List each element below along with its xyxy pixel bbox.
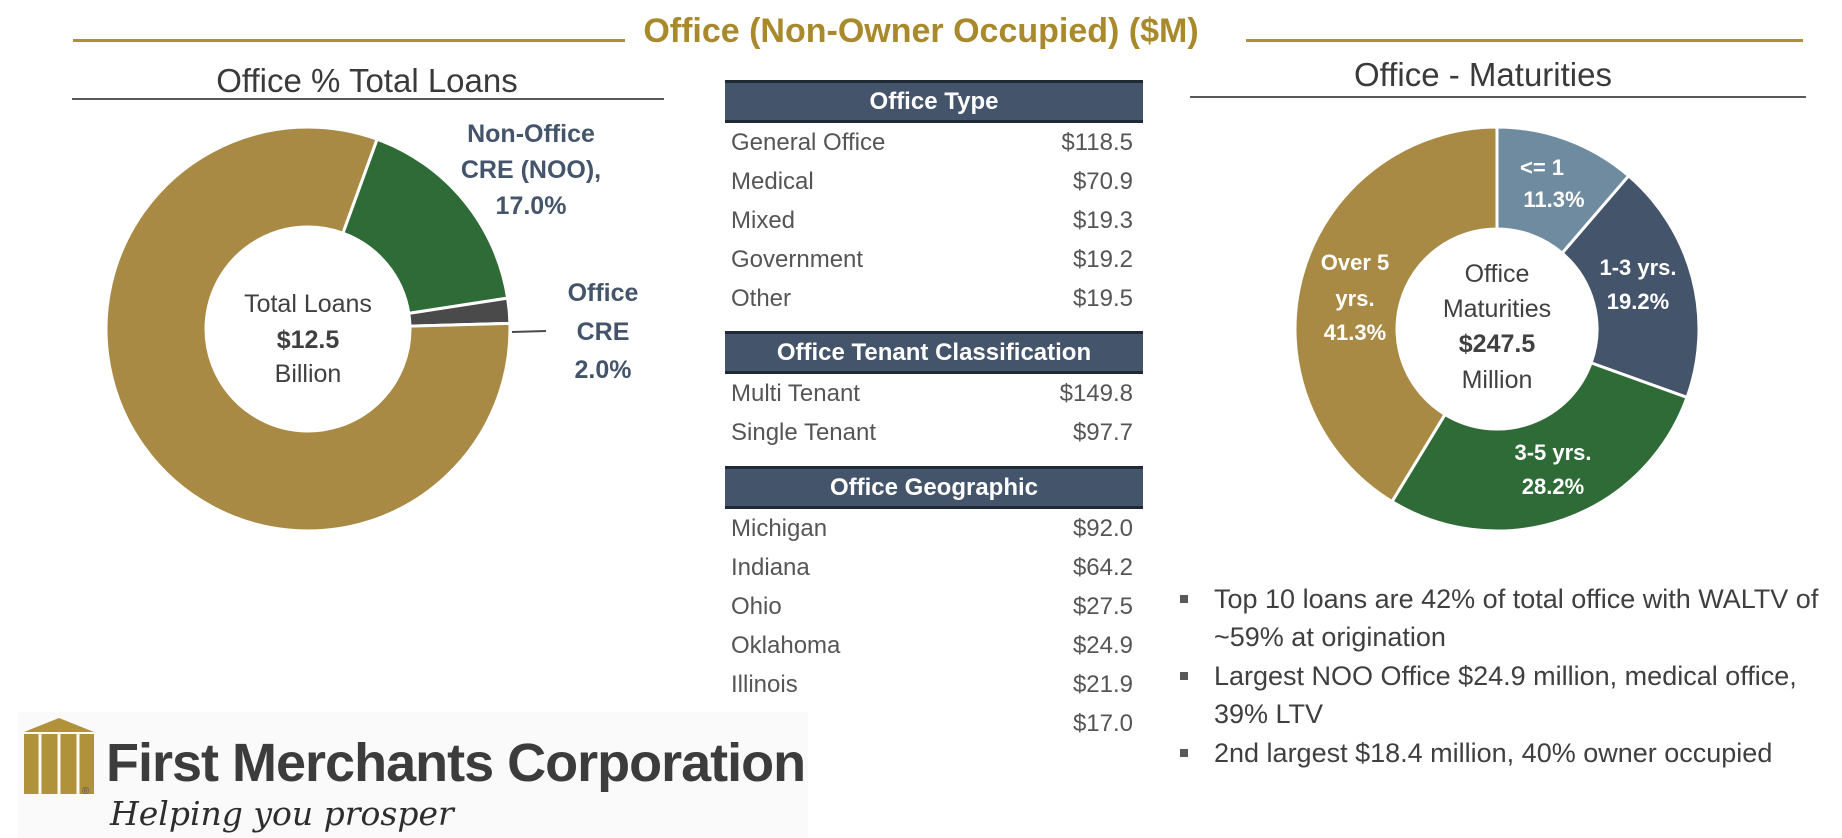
y35-label-line1: 3-5 yrs.	[1514, 440, 1591, 465]
bullet-square-icon	[1180, 672, 1188, 680]
donut-slice-non-office-cre-noo	[340, 137, 510, 316]
donut-slice-other-loans	[104, 125, 512, 533]
donut-slice-1-3-yrs	[1560, 173, 1701, 400]
donut-slice-3-5-yrs	[1389, 360, 1689, 533]
page-title: Office (Non-Owner Occupied) ($M)	[643, 12, 1199, 50]
chart-title-left-rule	[72, 98, 664, 100]
bullet-square-icon	[1180, 595, 1188, 603]
bullet-text: Top 10 loans are 42% of total office wit…	[1214, 584, 1819, 652]
le1-label-line1: <= 1	[1520, 155, 1564, 180]
donut1-center-line2: $12.5	[277, 326, 340, 354]
donut2-center-line4: Million	[1462, 366, 1533, 394]
non-office-label-line2: CRE (NOO),	[461, 156, 601, 184]
donut1-center-line3: Billion	[275, 360, 342, 388]
company-tagline: Helping you prosper	[110, 794, 454, 833]
row-value: $24.9	[1072, 632, 1133, 659]
y13-label-line2: 19.2%	[1607, 289, 1669, 314]
table-row: General Office $118.5	[725, 123, 1143, 162]
y35-label-line2: 28.2%	[1522, 474, 1584, 499]
bullet-square-icon	[1180, 749, 1188, 757]
table-row: Michigan $92.0	[725, 509, 1143, 548]
table-row: Medical $70.9	[725, 162, 1143, 201]
non-office-label-line3: 17.0%	[496, 192, 567, 220]
row-label: Ohio	[731, 593, 782, 620]
header-rule-right	[1246, 39, 1803, 42]
donut2-center-line1: Office	[1465, 260, 1530, 288]
total-loans-donut-chart: Total Loans $12.5 Billion Non-Office CRE…	[104, 120, 639, 533]
row-label: Oklahoma	[731, 632, 841, 659]
over5-label-line1: Over 5	[1321, 250, 1390, 275]
row-label: Indiana	[731, 554, 810, 581]
row-value: $118.5	[1061, 129, 1133, 156]
table-row: Mixed $19.3	[725, 201, 1143, 240]
table-row: Oklahoma $24.9	[725, 626, 1143, 665]
tenant-header: Office Tenant Classification	[725, 331, 1143, 374]
company-logo: ® First Merchants Corporation Helping yo…	[18, 712, 808, 838]
row-label: Multi Tenant	[731, 380, 860, 407]
table-row: Multi Tenant $149.8	[725, 374, 1143, 413]
donut2-center-line2: Maturities	[1443, 295, 1551, 323]
row-label: Mixed	[731, 207, 796, 234]
row-label: Michigan	[731, 515, 828, 542]
over5-label-line3: 41.3%	[1324, 320, 1386, 345]
le1-label-line2: 11.3%	[1523, 187, 1584, 212]
row-value: $17.0	[1072, 710, 1133, 737]
table-row: Single Tenant $97.7	[725, 413, 1143, 452]
list-item: Top 10 loans are 42% of total office wit…	[1180, 580, 1840, 656]
row-label: Illinois	[731, 671, 798, 698]
table-row: Government $19.2	[725, 240, 1143, 279]
row-value: $27.5	[1072, 593, 1133, 620]
tenant-table: Office Tenant Classification Multi Tenan…	[725, 331, 1143, 452]
row-value: $97.7	[1072, 419, 1133, 446]
row-value: $64.2	[1072, 554, 1133, 581]
table-row: Illinois $21.9	[725, 665, 1143, 704]
chart-title-right-rule	[1190, 96, 1806, 98]
office-cre-label-line1: Office	[568, 279, 639, 307]
row-value: $21.9	[1072, 671, 1133, 698]
office-cre-leader-line	[511, 330, 547, 333]
bullet-text: Largest NOO Office $24.9 million, medica…	[1214, 661, 1797, 729]
donut1-center-line1: Total Loans	[244, 290, 372, 318]
row-value: $149.8	[1059, 380, 1133, 407]
list-item: 2nd largest $18.4 million, 40% owner occ…	[1180, 734, 1840, 772]
list-item: Largest NOO Office $24.9 million, medica…	[1180, 657, 1840, 733]
row-value: $19.5	[1072, 285, 1133, 312]
geographic-table: Office Geographic Michigan $92.0 Indiana $…	[725, 466, 1143, 743]
maturities-donut-chart: Office Maturities $247.5 Million <= 1 11…	[1293, 125, 1701, 533]
donut2-center-line3: $247.5	[1459, 330, 1536, 358]
row-value: $19.2	[1072, 246, 1133, 273]
row-label: Medical	[731, 168, 814, 195]
over5-label-line2: yrs.	[1335, 286, 1374, 311]
bullet-text: 2nd largest $18.4 million, 40% owner occ…	[1214, 738, 1773, 768]
table-row: Other $19.5	[725, 279, 1143, 318]
building-columns-icon	[24, 718, 94, 794]
row-value: $92.0	[1072, 515, 1133, 542]
company-name: First Merchants Corporation	[106, 733, 806, 793]
key-points-list: Top 10 loans are 42% of total office wit…	[1180, 580, 1840, 773]
office-cre-label-line3: 2.0%	[575, 356, 632, 384]
row-value: $70.9	[1072, 168, 1133, 195]
table-row: Ohio $27.5	[725, 587, 1143, 626]
donut-slice-over-5-yrs	[1293, 125, 1499, 504]
table-row: Indiana $64.2	[725, 548, 1143, 587]
chart-title-left: Office % Total Loans	[216, 62, 518, 99]
row-label: Other	[731, 285, 792, 312]
geographic-header: Office Geographic	[725, 466, 1143, 509]
header-rule-left	[73, 39, 625, 42]
row-label: Government	[731, 246, 864, 273]
row-label: Single Tenant	[731, 419, 877, 446]
non-office-label-line1: Non-Office	[467, 120, 595, 148]
office-type-table: Office Type General Office $118.5 Medical…	[725, 80, 1143, 318]
row-label: General Office	[731, 129, 886, 156]
y13-label-line1: 1-3 yrs.	[1599, 255, 1676, 280]
office-cre-label-line2: CRE	[577, 318, 630, 346]
chart-title-right: Office - Maturities	[1354, 56, 1612, 93]
registered-mark: ®	[82, 786, 90, 797]
office-type-header: Office Type	[725, 80, 1143, 123]
row-value: $19.3	[1072, 207, 1133, 234]
